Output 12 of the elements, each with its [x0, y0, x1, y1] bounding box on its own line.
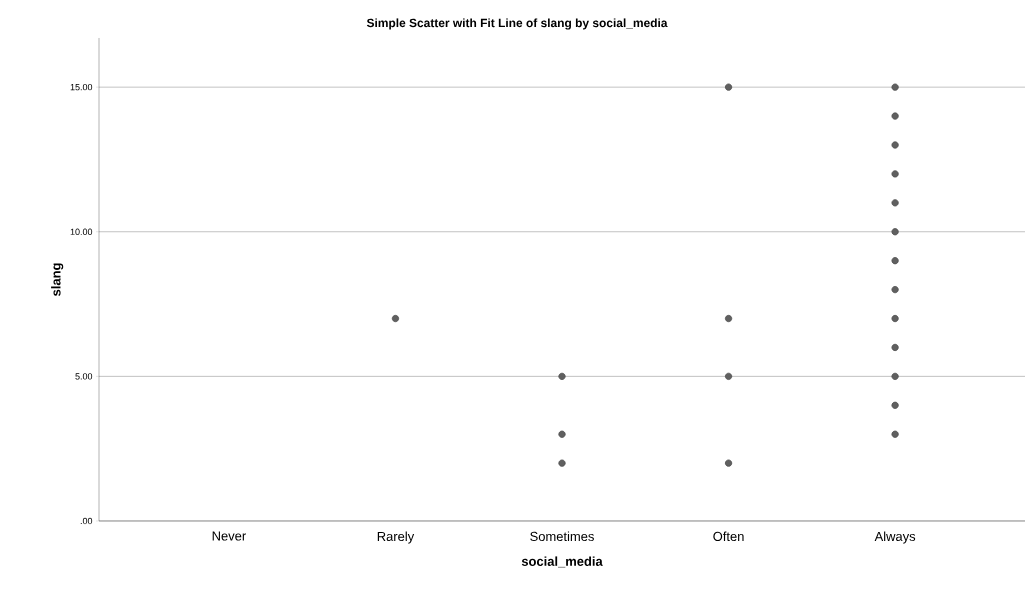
x-tick-label: Rarely	[377, 531, 415, 544]
x-axis-title: social_media	[521, 556, 603, 568]
y-tick-label: 5.00	[75, 373, 93, 380]
x-tick-label: Always	[874, 531, 916, 544]
y-tick-label: 15.00	[70, 83, 93, 91]
y-tick-label: .00	[80, 517, 93, 525]
y-tick-label: 10.00	[70, 228, 93, 235]
y-axis-title: slang	[51, 263, 64, 296]
x-tick-label: Sometimes	[530, 531, 594, 542]
x-tick-label: Often	[713, 531, 744, 541]
x-tick-label: Never	[212, 531, 246, 541]
chart-title: Simple Scatter with Fit Line of slang by social_media	[366, 18, 668, 30]
